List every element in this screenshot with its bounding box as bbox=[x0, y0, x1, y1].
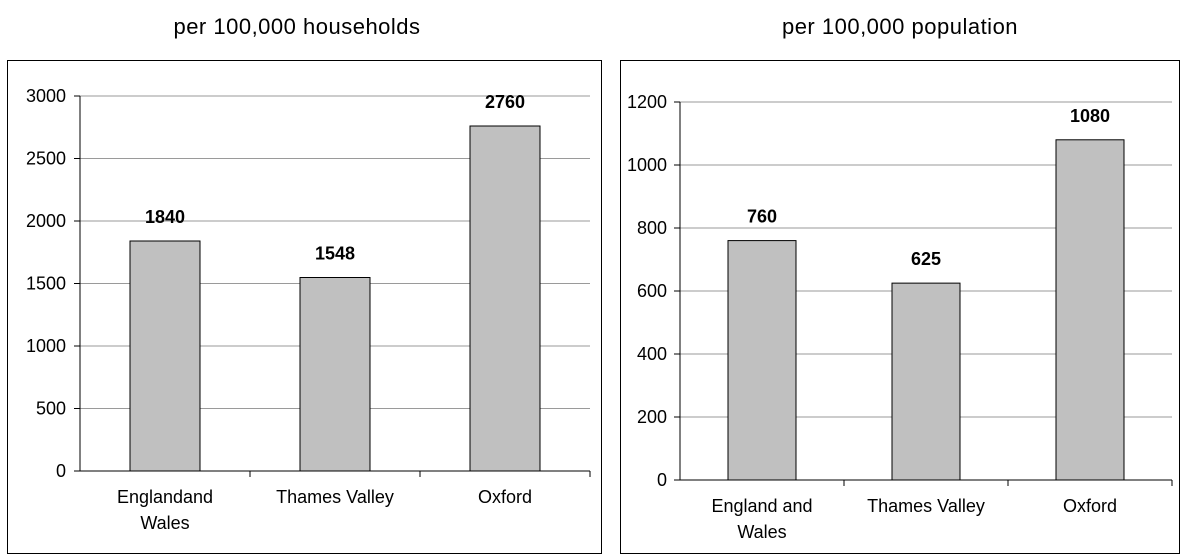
bar bbox=[129, 240, 201, 472]
y-tick-label: 3000 bbox=[26, 86, 66, 106]
y-tick-label: 1500 bbox=[26, 274, 66, 294]
category-label: Englandand bbox=[117, 487, 213, 507]
y-tick-label: 400 bbox=[637, 344, 667, 364]
bar bbox=[727, 240, 797, 481]
category-label: England and bbox=[711, 496, 812, 516]
y-tick-label: 1000 bbox=[26, 336, 66, 356]
data-label: 760 bbox=[747, 207, 777, 227]
bar bbox=[469, 125, 541, 472]
chart-title-population: per 100,000 population bbox=[781, 14, 1019, 39]
bar bbox=[891, 282, 961, 481]
y-tick-label: 0 bbox=[657, 470, 667, 490]
y-tick-label: 1200 bbox=[627, 92, 667, 112]
bar bbox=[1055, 139, 1125, 481]
y-tick-label: 2500 bbox=[26, 149, 66, 169]
y-tick-label: 1000 bbox=[627, 155, 667, 175]
y-tick-label: 500 bbox=[36, 399, 66, 419]
y-tick-label: 800 bbox=[637, 218, 667, 238]
category-label: Wales bbox=[737, 522, 786, 542]
y-tick-label: 2000 bbox=[26, 211, 66, 231]
category-label: Thames Valley bbox=[867, 496, 985, 516]
category-label: Thames Valley bbox=[276, 487, 394, 507]
data-label: 625 bbox=[911, 249, 941, 269]
y-tick-label: 0 bbox=[56, 461, 66, 481]
category-label: Oxford bbox=[478, 487, 532, 507]
data-label: 1548 bbox=[315, 244, 355, 264]
y-tick-label: 200 bbox=[637, 407, 667, 427]
bar bbox=[299, 277, 371, 472]
category-label: Wales bbox=[140, 513, 189, 533]
data-label: 1080 bbox=[1070, 106, 1110, 126]
data-label: 2760 bbox=[485, 92, 525, 112]
category-label: Oxford bbox=[1063, 496, 1117, 516]
y-tick-label: 600 bbox=[637, 281, 667, 301]
data-label: 1840 bbox=[145, 207, 185, 227]
chart-title-households: per 100,000 households bbox=[173, 14, 421, 39]
